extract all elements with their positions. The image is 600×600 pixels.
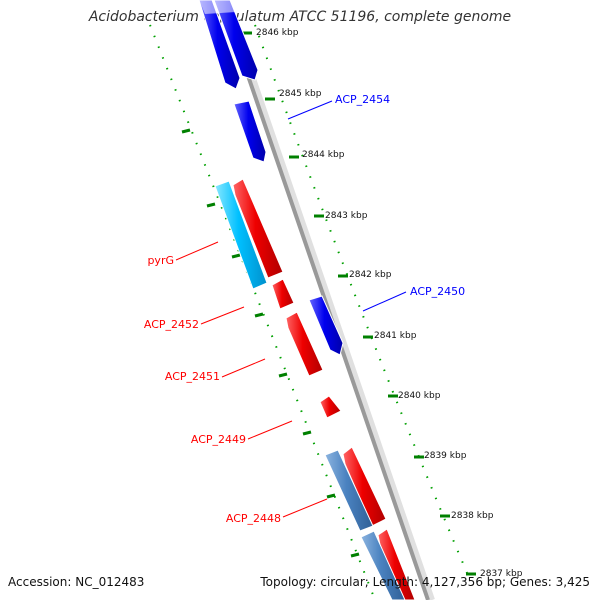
scale-tick-2838: 2838 kbp — [440, 511, 494, 521]
scale-tick-2837: 2837 kbp — [466, 569, 523, 579]
gene-label-pyrg: pyrG — [147, 254, 174, 267]
scale-tick-2846: 2846 kbp — [242, 28, 299, 38]
scale-tick-2840: 2840 kbp — [388, 391, 441, 401]
scale-ticks: 2846 kbp 2845 kbp 2844 kbp 2843 kbp 2842… — [242, 28, 523, 579]
scale-tick-2839: 2839 kbp — [414, 451, 467, 461]
genome-summary-text: Topology: circular; Length: 4,127,356 bp… — [260, 575, 590, 589]
gene-arrow-reverse — [319, 395, 342, 419]
gene-arrow-reverse — [285, 311, 324, 377]
scale-tick-label: 2845 kbp — [279, 89, 322, 99]
scale-tick-label: 2841 kbp — [374, 331, 417, 341]
scale-tick-label: 2837 kbp — [480, 569, 523, 579]
scale-tick-label: 2846 kbp — [256, 28, 299, 38]
gene-arrow-reverse — [232, 178, 284, 279]
gene-labels: ACP_2454 ACP_2450 pyrG ACP_2452 ACP_2451… — [144, 93, 465, 525]
accession-text: Accession: NC_012483 — [8, 575, 145, 589]
gene-arrow-reverse — [342, 446, 387, 527]
genome-backbone — [220, 0, 430, 600]
gene-arrow-forward — [213, 0, 259, 81]
gene-arrow-acp2454 — [233, 100, 267, 163]
gene-arrow-pyrg — [214, 180, 268, 290]
label-acp2454: ACP_2454 — [287, 93, 390, 120]
gene-label-acp2452: ACP_2452 — [144, 318, 199, 331]
gene-label-acp2454: ACP_2454 — [335, 93, 390, 106]
gene-label-acp2451: ACP_2451 — [165, 370, 220, 383]
gene-arrow-forward — [198, 0, 241, 90]
scale-tick-label: 2843 kbp — [325, 211, 368, 221]
scale-tick-2841: 2841 kbp — [363, 331, 417, 341]
backbone-shadow — [223, 0, 435, 600]
gene-features — [198, 0, 416, 600]
label-acp2448: ACP_2448 — [226, 498, 328, 525]
gene-label-acp2449: ACP_2449 — [191, 433, 246, 446]
scale-tick-label: 2838 kbp — [451, 511, 494, 521]
scale-tick-2842: 2842 kbp — [338, 270, 392, 280]
scale-tick-2844: 2844 kbp — [289, 150, 345, 160]
scale-tick-2845: 2845 kbp — [265, 89, 322, 101]
scale-tick-label: 2840 kbp — [398, 391, 441, 401]
label-pyrg: pyrG — [147, 241, 219, 267]
scale-tick-2843: 2843 kbp — [314, 211, 368, 221]
gene-label-acp2450: ACP_2450 — [410, 285, 465, 298]
scale-tick-label: 2842 kbp — [349, 270, 392, 280]
gene-arrow-acp2448 — [324, 449, 374, 532]
scale-tick-label: 2839 kbp — [424, 451, 467, 461]
label-acp2452: ACP_2452 — [144, 306, 245, 331]
gene-arrow-steel — [360, 530, 406, 600]
gene-arrow-acp2450 — [308, 295, 344, 356]
gene-highlight — [199, 0, 236, 14]
label-acp2451: ACP_2451 — [165, 358, 266, 383]
map-title: Acidobacterium capsulatum ATCC 51196, co… — [88, 9, 512, 25]
gene-label-acp2448: ACP_2448 — [226, 512, 281, 525]
inner-tick-marks — [181, 128, 360, 558]
label-acp2450: ACP_2450 — [362, 285, 465, 312]
scale-tick-label: 2844 kbp — [302, 150, 345, 160]
gene-arrow-reverse — [271, 278, 295, 310]
label-acp2449: ACP_2449 — [191, 420, 293, 446]
